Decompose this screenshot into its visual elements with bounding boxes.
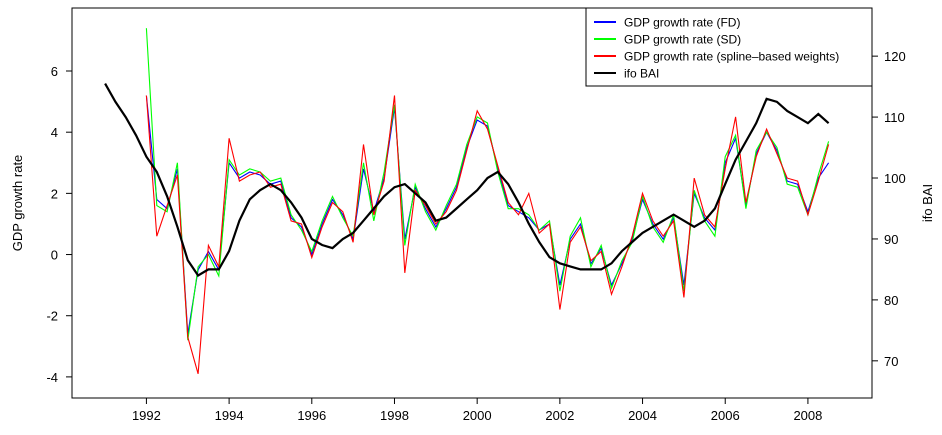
plot-box (71, 7, 873, 399)
x-tick-label: 2002 (545, 408, 574, 423)
y-tick-label: 0 (51, 248, 58, 263)
y-tick-label: 6 (51, 64, 58, 79)
x-tick-label: 2004 (628, 408, 657, 423)
legend-label: GDP growth rate (SD) (624, 33, 741, 47)
line-series (145, 95, 830, 374)
legend-label: GDP growth rate (FD) (624, 16, 740, 30)
legend-label: ifo BAI (624, 67, 659, 81)
y2-tick-label: 90 (884, 232, 898, 247)
y-tick-label: -4 (46, 370, 58, 385)
y2-tick-label: 100 (884, 171, 906, 186)
y2-tick-label: 120 (884, 49, 906, 64)
y-tick-label: -2 (46, 309, 58, 324)
x-tick-label: 2000 (463, 408, 492, 423)
y-tick-label: 2 (51, 186, 58, 201)
legend-box (585, 7, 873, 87)
y2-tick-label: 70 (884, 354, 898, 369)
y2-tick-label: 80 (884, 293, 898, 308)
line-series (104, 83, 830, 277)
y2-tick-label: 110 (884, 110, 905, 125)
x-tick-label: 1996 (297, 408, 326, 423)
x-tick-label: 2006 (711, 408, 740, 423)
y-axis-title: GDP growth rate (10, 155, 25, 252)
legend-label: GDP growth rate (spline–based weights) (624, 50, 839, 64)
y-tick-label: 4 (51, 125, 58, 140)
line-series (145, 95, 830, 335)
x-tick-label: 1998 (380, 408, 409, 423)
y2-axis-title: ifo BAI (920, 184, 935, 222)
x-tick-label: 1994 (215, 408, 244, 423)
x-tick-label: 2008 (793, 408, 822, 423)
x-tick-label: 1992 (132, 408, 161, 423)
